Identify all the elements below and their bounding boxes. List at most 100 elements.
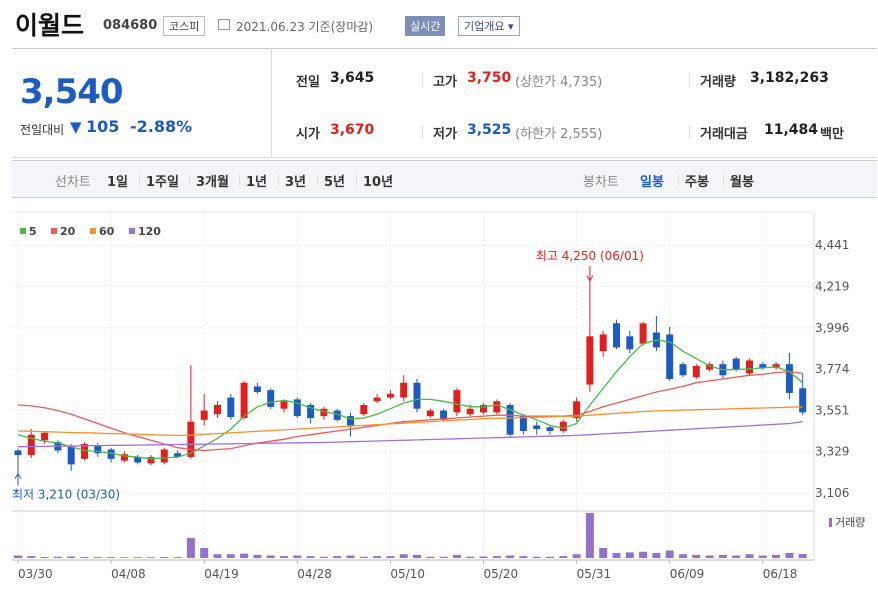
volume-bar <box>718 554 727 558</box>
volume-bar <box>333 556 342 558</box>
candle-body <box>466 408 474 415</box>
volume-bar <box>413 554 421 558</box>
separator <box>189 174 190 186</box>
quote-value: 3,750 <box>467 70 512 86</box>
candle-body <box>267 390 275 407</box>
volume-legend-swatch <box>829 518 832 527</box>
separator <box>422 73 423 87</box>
candle-body <box>546 427 554 431</box>
separator <box>317 174 318 186</box>
volume-bar <box>173 557 182 558</box>
tab-bar <box>12 160 877 198</box>
candle-body <box>519 416 527 431</box>
legend-swatch <box>90 228 96 234</box>
volume-bar <box>652 553 661 558</box>
quote-label: 거래대금 <box>700 127 748 142</box>
tab[interactable]: 일봉 <box>640 175 664 190</box>
volume-bar <box>399 554 408 558</box>
overview-label: 기업개요 <box>464 20 505 33</box>
volume-bar <box>492 556 501 558</box>
candle-body <box>174 453 182 457</box>
candle-body <box>280 401 288 409</box>
y-tick-label: 3,106 <box>815 486 849 500</box>
candle-body <box>559 421 567 431</box>
volume-bar <box>692 554 701 558</box>
legend-label: 60 <box>99 225 115 238</box>
y-tick-label: 3,551 <box>815 403 849 417</box>
volume-bar <box>758 555 767 558</box>
overview-button[interactable]: 기업개요 ▾ <box>458 16 520 36</box>
high-annotation: 최고 4,250 (06/01) <box>536 249 644 263</box>
tab-heading: 선차트 <box>55 175 91 190</box>
tab[interactable]: 10년 <box>363 175 394 190</box>
quote-label: 시가 <box>296 127 320 142</box>
candle-body <box>160 449 168 463</box>
volume-bar <box>213 554 222 558</box>
volume-bar <box>147 557 155 558</box>
tab[interactable]: 3년 <box>285 175 307 190</box>
candle-body <box>67 446 75 465</box>
volume-bar <box>452 554 461 558</box>
legend-swatch <box>129 228 135 234</box>
tab[interactable]: 1주일 <box>146 175 179 190</box>
tab-heading: 봉차트 <box>583 175 619 190</box>
volume-bar <box>679 554 687 558</box>
volume-bar <box>160 557 169 558</box>
tab[interactable]: 월봉 <box>730 175 754 190</box>
price-cell <box>12 48 272 158</box>
legend-swatch <box>20 228 26 234</box>
price: 3,540 <box>20 72 124 112</box>
ma-line <box>17 370 803 452</box>
candle-body <box>453 390 461 413</box>
tab[interactable]: 주봉 <box>685 175 709 190</box>
legend-swatch <box>51 228 57 234</box>
volume-bar <box>572 554 581 558</box>
tab[interactable]: 1일 <box>107 175 129 190</box>
tab[interactable]: 1년 <box>246 175 268 190</box>
tab[interactable]: 3개월 <box>196 175 229 190</box>
candle-body <box>799 388 807 413</box>
quote-label: 거래량 <box>700 75 736 90</box>
volume-bar <box>665 550 674 558</box>
y-tick-label: 3,329 <box>815 445 849 459</box>
calendar-icon <box>218 19 230 30</box>
volume-bar <box>226 554 235 558</box>
candle-body <box>426 410 434 417</box>
stock-code: 084680 <box>103 18 158 33</box>
candle-body <box>493 401 501 413</box>
quote-note: (상한가 4,735) <box>515 75 603 90</box>
volume-bar <box>732 555 741 558</box>
volume-bar <box>519 556 528 558</box>
x-tick-label: 05/10 <box>390 567 425 581</box>
y-tick-label: 3,774 <box>815 362 849 376</box>
ma-line <box>17 421 803 448</box>
x-tick-label: 03/30 <box>18 567 53 581</box>
high-arrowhead <box>586 275 594 282</box>
quote-label: 고가 <box>433 75 457 90</box>
y-tick-label: 4,219 <box>815 279 849 293</box>
candle-body <box>586 336 594 385</box>
volume-bar <box>253 554 262 558</box>
realtime-button[interactable]: 실시간 <box>405 16 446 36</box>
quote-value: 3,645 <box>330 70 375 86</box>
volume-bar <box>14 555 22 558</box>
change-label: 전일대비 <box>20 123 65 137</box>
candle-body <box>732 358 740 370</box>
volume-bar <box>625 552 634 558</box>
candle-body <box>320 408 328 417</box>
separator <box>689 125 690 139</box>
volume-bar <box>546 556 554 558</box>
separator <box>723 174 724 186</box>
candle-body <box>639 323 647 344</box>
tab[interactable]: 5년 <box>324 175 346 190</box>
legend-label: 120 <box>138 225 161 238</box>
candle-body <box>746 360 753 374</box>
volume-bar <box>639 551 648 558</box>
volume-bar <box>346 555 355 558</box>
candle-body <box>187 421 195 457</box>
separator <box>356 174 357 186</box>
candle-body <box>134 456 142 463</box>
volume-bar <box>772 554 781 558</box>
volume-bar <box>479 556 488 558</box>
separator <box>139 174 140 186</box>
